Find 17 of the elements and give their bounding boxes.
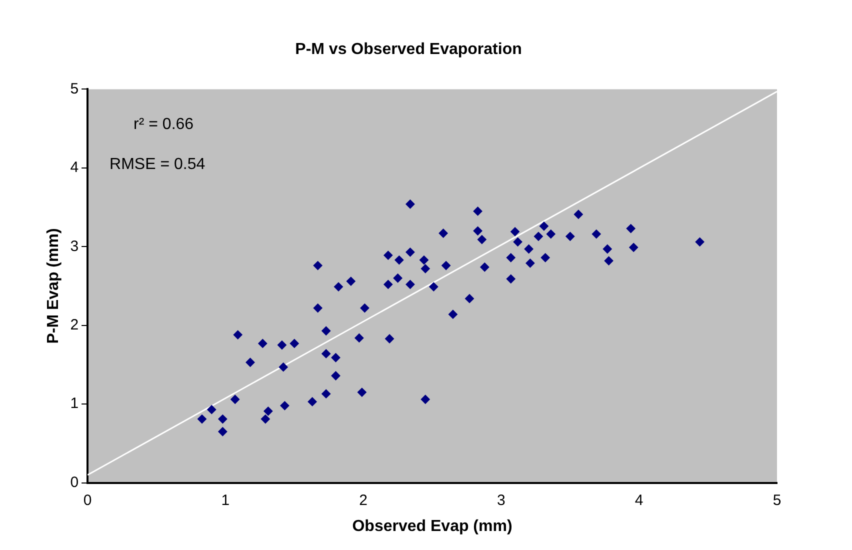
y-axis-title: P-M Evap (mm) [45,228,62,344]
annotation: RMSE = 0.54 [110,156,206,174]
chart-title: P-M vs Observed Evaporation [295,41,522,58]
y-tick-label: 2 [70,316,79,334]
x-axis-title: Observed Evap (mm) [352,518,512,535]
x-tick-label: 5 [772,492,782,509]
y-tick-label: 3 [70,238,79,255]
x-tick-label: 0 [83,492,92,509]
x-tick-label: 1 [221,492,230,509]
y-tick-label: 5 [70,80,79,98]
y-tick-label: 1 [70,395,79,412]
x-tick-label: 3 [497,492,506,509]
y-tick-label: 0 [70,474,79,491]
x-tick-label: 2 [359,492,368,509]
y-tick-label: 4 [70,159,79,176]
x-tick-label: 4 [634,492,644,509]
annotation: r² = 0.66 [134,116,194,134]
